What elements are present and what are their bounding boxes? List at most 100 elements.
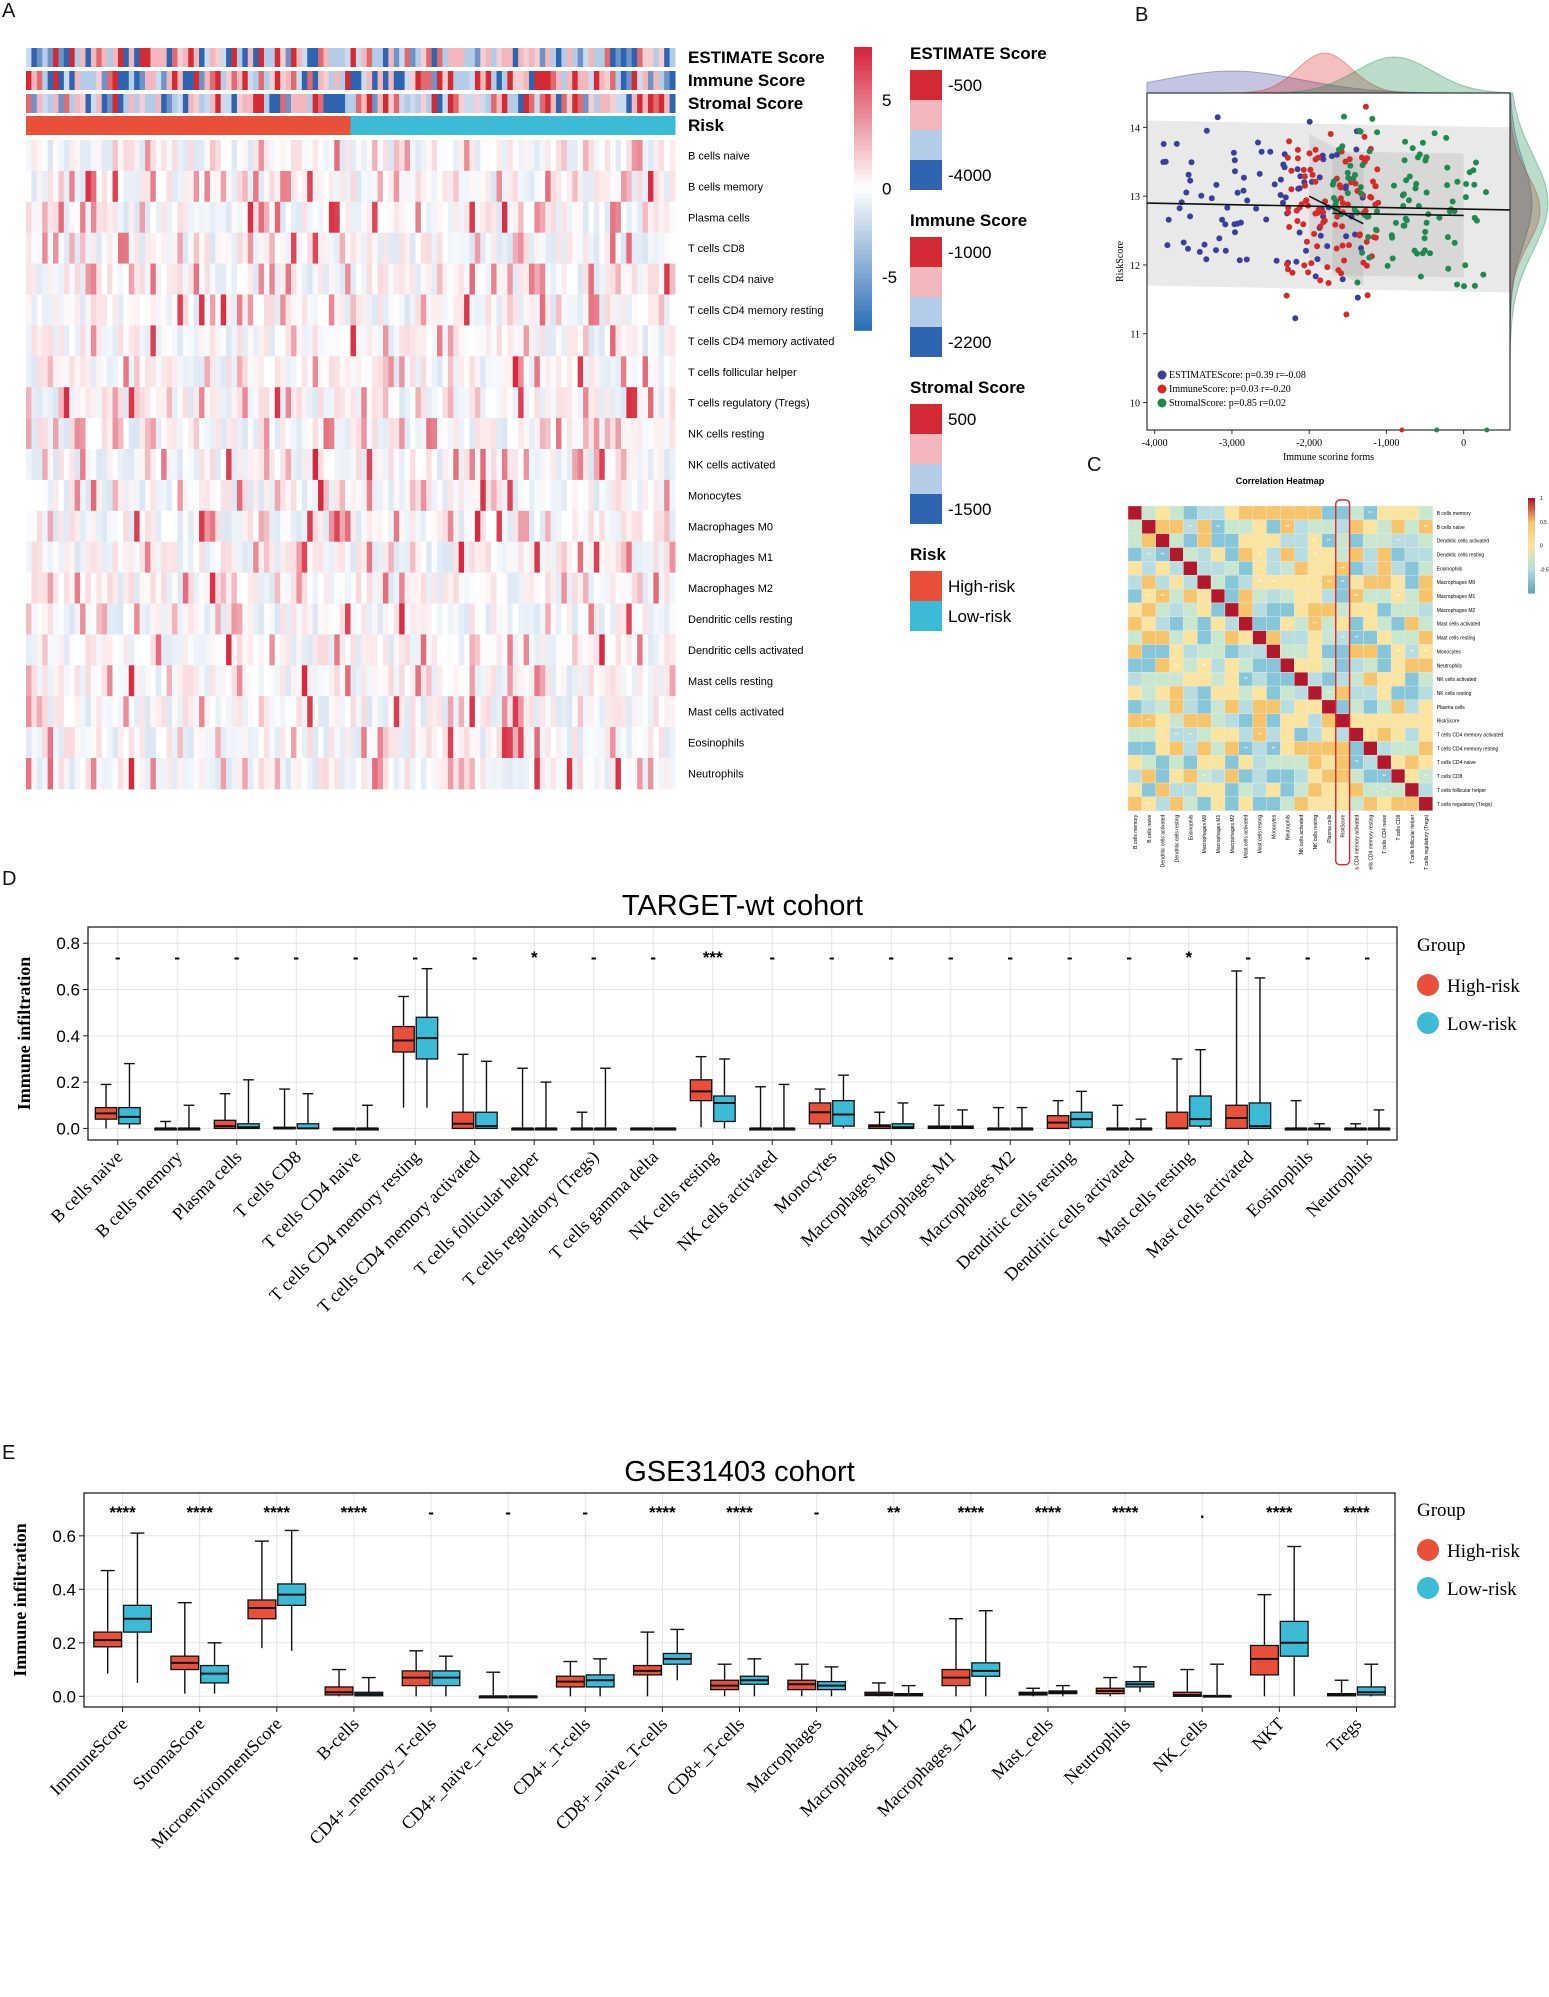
heatmap-cell bbox=[658, 356, 665, 388]
annotation-cell bbox=[620, 94, 627, 113]
heatmap-cell bbox=[518, 232, 525, 265]
heatmap-cell bbox=[226, 758, 233, 790]
heatmap-cell bbox=[409, 387, 416, 419]
corr-cell bbox=[1404, 671, 1420, 687]
annotation-cell bbox=[209, 48, 216, 67]
annotation-cell bbox=[242, 48, 249, 67]
corr-cell bbox=[1349, 547, 1364, 562]
heatmap-cell bbox=[442, 727, 449, 759]
heatmap-cell bbox=[69, 170, 76, 203]
heatmap-cell bbox=[112, 727, 119, 759]
heatmap-cell bbox=[166, 634, 173, 666]
annotation-cell bbox=[209, 71, 216, 90]
annotation-cell bbox=[626, 116, 633, 135]
heatmap-cell bbox=[653, 479, 660, 512]
heatmap-cell bbox=[269, 634, 276, 666]
heatmap-cell bbox=[507, 356, 514, 388]
heatmap-cell bbox=[112, 201, 119, 234]
heatmap-cell bbox=[458, 758, 465, 790]
legend-dot bbox=[1417, 1577, 1439, 1599]
heatmap-cell bbox=[328, 572, 335, 604]
corr-cell bbox=[1390, 602, 1406, 617]
legend-swatch bbox=[910, 160, 942, 190]
annotation-cell bbox=[485, 71, 492, 90]
corr-cell bbox=[1363, 685, 1378, 701]
corr-row: ** ** ** ** bbox=[1127, 575, 1433, 590]
heatmap-cell bbox=[664, 387, 671, 419]
heatmap-cell bbox=[226, 696, 233, 728]
heatmap-cell bbox=[534, 170, 541, 203]
heatmap-cell bbox=[345, 294, 351, 326]
corr-cell bbox=[1418, 727, 1433, 742]
heatmap-cell bbox=[258, 541, 265, 574]
heatmap-cell bbox=[323, 449, 330, 481]
heatmap-cell bbox=[90, 665, 97, 697]
data-point bbox=[1307, 166, 1314, 173]
corr-cell bbox=[1197, 727, 1212, 742]
annotation-cell bbox=[426, 116, 433, 135]
heatmap-cell bbox=[253, 758, 260, 790]
heatmap-cell bbox=[599, 696, 606, 728]
heatmap-cell bbox=[583, 665, 589, 697]
heatmap-cell bbox=[583, 294, 589, 326]
heatmap-cell bbox=[545, 387, 552, 419]
heatmap-cell bbox=[566, 294, 573, 326]
data-point bbox=[1296, 185, 1303, 192]
significance-label: - bbox=[1007, 948, 1013, 967]
corr-cell bbox=[1224, 796, 1239, 811]
annotation-cell bbox=[523, 48, 530, 67]
annotation-cell bbox=[307, 71, 314, 90]
corr-cell bbox=[1390, 505, 1406, 521]
annotation-cell bbox=[188, 94, 195, 113]
heatmap-cell bbox=[226, 727, 233, 759]
heatmap-cell bbox=[334, 294, 341, 326]
heatmap-cell bbox=[409, 572, 416, 604]
heatmap-cell bbox=[193, 356, 200, 388]
heatmap-cell bbox=[312, 232, 319, 265]
data-point bbox=[1320, 209, 1327, 216]
heatmap-cell bbox=[620, 510, 627, 543]
corr-cell bbox=[1197, 644, 1212, 659]
corr-cell bbox=[1293, 699, 1309, 714]
corr-row-label: B cells memory bbox=[1437, 511, 1472, 517]
heatmap-row-label: Mast cells resting bbox=[688, 676, 773, 688]
heatmap-cell bbox=[193, 758, 200, 790]
heatmap-cell bbox=[431, 541, 438, 574]
data-point bbox=[1337, 195, 1344, 202]
heatmap-cell bbox=[215, 170, 222, 203]
data-point bbox=[1359, 162, 1366, 169]
heatmap-cell bbox=[631, 449, 638, 481]
heatmap-cell bbox=[182, 232, 189, 265]
heatmap-cell bbox=[58, 541, 65, 574]
heatmap-cell bbox=[404, 572, 411, 604]
corr-cell bbox=[1210, 630, 1226, 645]
heatmap-cell bbox=[220, 634, 227, 666]
heatmap-cell bbox=[63, 201, 70, 234]
annotation-cell bbox=[150, 116, 157, 135]
corr-cell bbox=[1224, 575, 1239, 590]
heatmap-cell bbox=[112, 263, 119, 295]
heatmap-cell bbox=[155, 758, 162, 790]
annotation-cell bbox=[161, 94, 168, 113]
heatmap-cell bbox=[74, 294, 81, 326]
significance-label: **** bbox=[1035, 1503, 1062, 1522]
corr-cell bbox=[1363, 741, 1378, 756]
heatmap-cell bbox=[220, 387, 227, 419]
colorbar-swatch bbox=[854, 202, 872, 209]
heatmap-cell bbox=[53, 603, 59, 635]
heatmap-cell bbox=[42, 665, 49, 697]
heatmap-cell bbox=[566, 140, 573, 172]
heatmap-cell bbox=[355, 603, 362, 635]
x-tick-label: 0 bbox=[1461, 438, 1466, 449]
corr-cell bbox=[1280, 727, 1295, 742]
heatmap-row bbox=[26, 479, 676, 512]
heatmap-cell bbox=[150, 387, 157, 419]
heatmap-cell bbox=[501, 294, 508, 326]
heatmap-cell bbox=[258, 479, 265, 512]
heatmap-cell bbox=[534, 541, 541, 574]
heatmap-cell bbox=[409, 541, 416, 574]
corr-cell bbox=[1377, 644, 1392, 659]
corr-cell bbox=[1404, 616, 1420, 631]
data-point bbox=[1231, 221, 1238, 228]
heatmap-cell bbox=[172, 170, 178, 203]
